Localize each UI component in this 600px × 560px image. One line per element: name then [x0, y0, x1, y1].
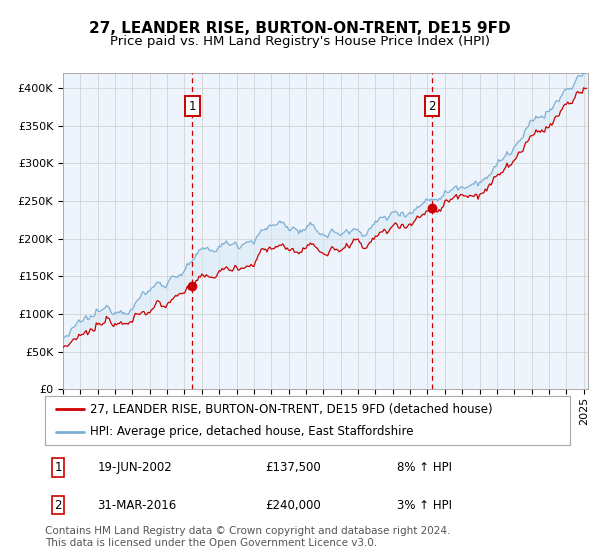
Text: 31-MAR-2016: 31-MAR-2016 — [97, 499, 177, 512]
Text: Price paid vs. HM Land Registry's House Price Index (HPI): Price paid vs. HM Land Registry's House … — [110, 35, 490, 48]
Text: £137,500: £137,500 — [265, 461, 321, 474]
Text: HPI: Average price, detached house, East Staffordshire: HPI: Average price, detached house, East… — [89, 426, 413, 438]
Text: 2: 2 — [55, 499, 62, 512]
Text: 27, LEANDER RISE, BURTON-ON-TRENT, DE15 9FD (detached house): 27, LEANDER RISE, BURTON-ON-TRENT, DE15 … — [89, 403, 492, 416]
Text: 8% ↑ HPI: 8% ↑ HPI — [397, 461, 452, 474]
Text: Contains HM Land Registry data © Crown copyright and database right 2024.: Contains HM Land Registry data © Crown c… — [45, 526, 451, 536]
Text: £240,000: £240,000 — [265, 499, 321, 512]
Text: This data is licensed under the Open Government Licence v3.0.: This data is licensed under the Open Gov… — [45, 538, 377, 548]
Text: 27, LEANDER RISE, BURTON-ON-TRENT, DE15 9FD: 27, LEANDER RISE, BURTON-ON-TRENT, DE15 … — [89, 21, 511, 36]
Text: 1: 1 — [189, 100, 196, 113]
Text: 1: 1 — [55, 461, 62, 474]
Text: 19-JUN-2002: 19-JUN-2002 — [97, 461, 172, 474]
Bar — [63, 73, 588, 389]
Text: 2: 2 — [428, 100, 436, 113]
Text: 3% ↑ HPI: 3% ↑ HPI — [397, 499, 452, 512]
